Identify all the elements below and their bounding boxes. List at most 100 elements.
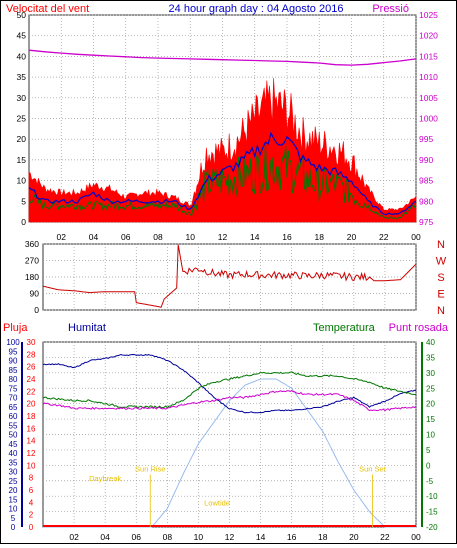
temperature-tick-label: -10 [426, 492, 438, 501]
temperature-tick-label: -20 [426, 523, 438, 532]
rain-tick-label: 22 [27, 387, 36, 396]
chart-title: 24 hour graph day : 04 Agosto 2016 [169, 3, 344, 15]
wind-x-axis: 02 04 06 08 10 12 14 16 18 20 22 00 [57, 232, 421, 242]
pressure-tick-label: 1005 [419, 93, 438, 103]
rain-tick-label: 8 [29, 474, 34, 483]
wind-tick-label: 15 [17, 155, 27, 165]
x-tick-label: 12 [218, 232, 228, 242]
humidity-tick-label: 15 [9, 495, 18, 504]
humidity-tick-label: 40 [9, 449, 18, 458]
wind-speed-label: Velocitat del vent [6, 3, 89, 15]
rain-tick-label: 14 [27, 437, 36, 446]
pressure-tick-label: 985 [419, 176, 433, 186]
direction-tick-label: 180 [25, 272, 39, 282]
annotation-label: Lowtide [204, 498, 230, 507]
x-tick-label: 06 [121, 232, 131, 242]
annotation-label: Sun Rise [135, 465, 165, 474]
x-tick-label: 06 [132, 532, 142, 542]
pressure-tick-label: 1000 [419, 114, 438, 124]
humidity-y-axis: 0510152025303540455055606570758085909510… [6, 338, 23, 532]
climate-panel: 0510152025303540455055606570758085909510… [6, 338, 438, 542]
wind-gust-series [28, 78, 417, 223]
humidity-tick-label: 0 [11, 523, 16, 532]
compass-label: W [436, 256, 447, 268]
wind-tick-label: 40 [17, 51, 27, 61]
wind-tick-label: 30 [17, 93, 27, 103]
wind-average-series [28, 131, 417, 216]
rain-tick-label: 2 [29, 511, 34, 520]
direction-tick-label: 90 [30, 289, 40, 299]
wind-tick-label: 45 [17, 31, 27, 41]
humidity-tick-label: 50 [9, 431, 18, 440]
compass-label: N [437, 239, 445, 251]
annotation-label: Daybreak [89, 474, 121, 483]
wind-tick-label: 10 [17, 176, 27, 186]
direction-series [42, 244, 417, 308]
humidity-tick-label: 45 [9, 440, 18, 449]
wind-y-axis: 0 5 10 15 20 25 30 35 40 45 50 [17, 10, 27, 227]
temperature-tick-label: 0 [426, 461, 431, 470]
humidity-tick-label: 30 [9, 468, 18, 477]
temperature-tick-label: 5 [426, 446, 431, 455]
humidity-tick-label: 65 [9, 403, 18, 412]
humidity-tick-label: 95 [9, 347, 18, 356]
humidity-tick-label: 20 [9, 486, 18, 495]
wind-tick-label: 50 [17, 10, 27, 20]
wind-tick-label: 0 [21, 217, 26, 227]
humidity-label: Humitat [68, 322, 106, 334]
pressure-series [28, 49, 417, 66]
temperature-tick-label: 30 [426, 369, 435, 378]
pressure-tick-label: 1010 [419, 72, 438, 82]
temperature-tick-label: 15 [426, 415, 435, 424]
humidity-tick-label: 75 [9, 384, 18, 393]
x-tick-label: 00 [411, 532, 421, 542]
humidity-tick-label: 35 [9, 458, 18, 467]
direction-tick-label: 360 [25, 239, 39, 249]
pressure-tick-label: 995 [419, 134, 433, 144]
pressure-tick-label: 990 [419, 155, 433, 165]
temperature-y-axis: -20 -15 -10 -5 0 5 10 15 20 25 30 35 40 [421, 338, 438, 532]
rain-tick-label: 26 [27, 363, 36, 372]
x-tick-label: 08 [153, 232, 163, 242]
direction-gridlines [43, 243, 417, 311]
rain-tick-label: 10 [27, 461, 36, 470]
annotation-label: Sun Set [359, 465, 387, 474]
rain-tick-label: 30 [27, 338, 36, 347]
rain-tick-label: 24 [27, 375, 36, 384]
x-tick-label: 16 [287, 532, 297, 542]
pressure-y-axis: 975 980 985 990 995 1000 1005 1010 1015 1020 1025 [419, 10, 438, 227]
x-tick-label: 02 [69, 532, 79, 542]
humidity-tick-label: 85 [9, 366, 18, 375]
pressure-tick-label: 1015 [419, 51, 438, 61]
x-tick-label: 10 [186, 232, 196, 242]
rain-tick-label: 0 [29, 523, 34, 532]
rain-tick-label: 20 [27, 400, 36, 409]
humidity-tick-label: 10 [9, 505, 18, 514]
pressure-tick-label: 975 [419, 217, 433, 227]
temperature-tick-label: 35 [426, 353, 435, 362]
x-tick-label: 20 [349, 532, 359, 542]
compass-label: E [437, 289, 444, 301]
wind-series [28, 49, 417, 223]
rain-tick-label: 18 [27, 412, 36, 421]
humidity-tick-label: 80 [9, 375, 18, 384]
temperature-tick-label: 10 [426, 431, 435, 440]
x-tick-label: 04 [89, 232, 99, 242]
dew-point-series [42, 390, 417, 412]
rain-tick-label: 16 [27, 424, 36, 433]
humidity-tick-label: 55 [9, 421, 18, 430]
wind-tick-label: 5 [21, 196, 26, 206]
climate-series [42, 353, 417, 528]
direction-y-axis: 0 90 180 270 360 [25, 239, 39, 315]
dew-point-label: Punt rosada [389, 322, 449, 334]
x-tick-label: 02 [57, 232, 67, 242]
temperature-label: Temperatura [313, 322, 376, 334]
wind-tick-label: 25 [17, 114, 27, 124]
temperature-tick-label: 25 [426, 384, 435, 393]
rain-label: Pluja [3, 322, 28, 334]
